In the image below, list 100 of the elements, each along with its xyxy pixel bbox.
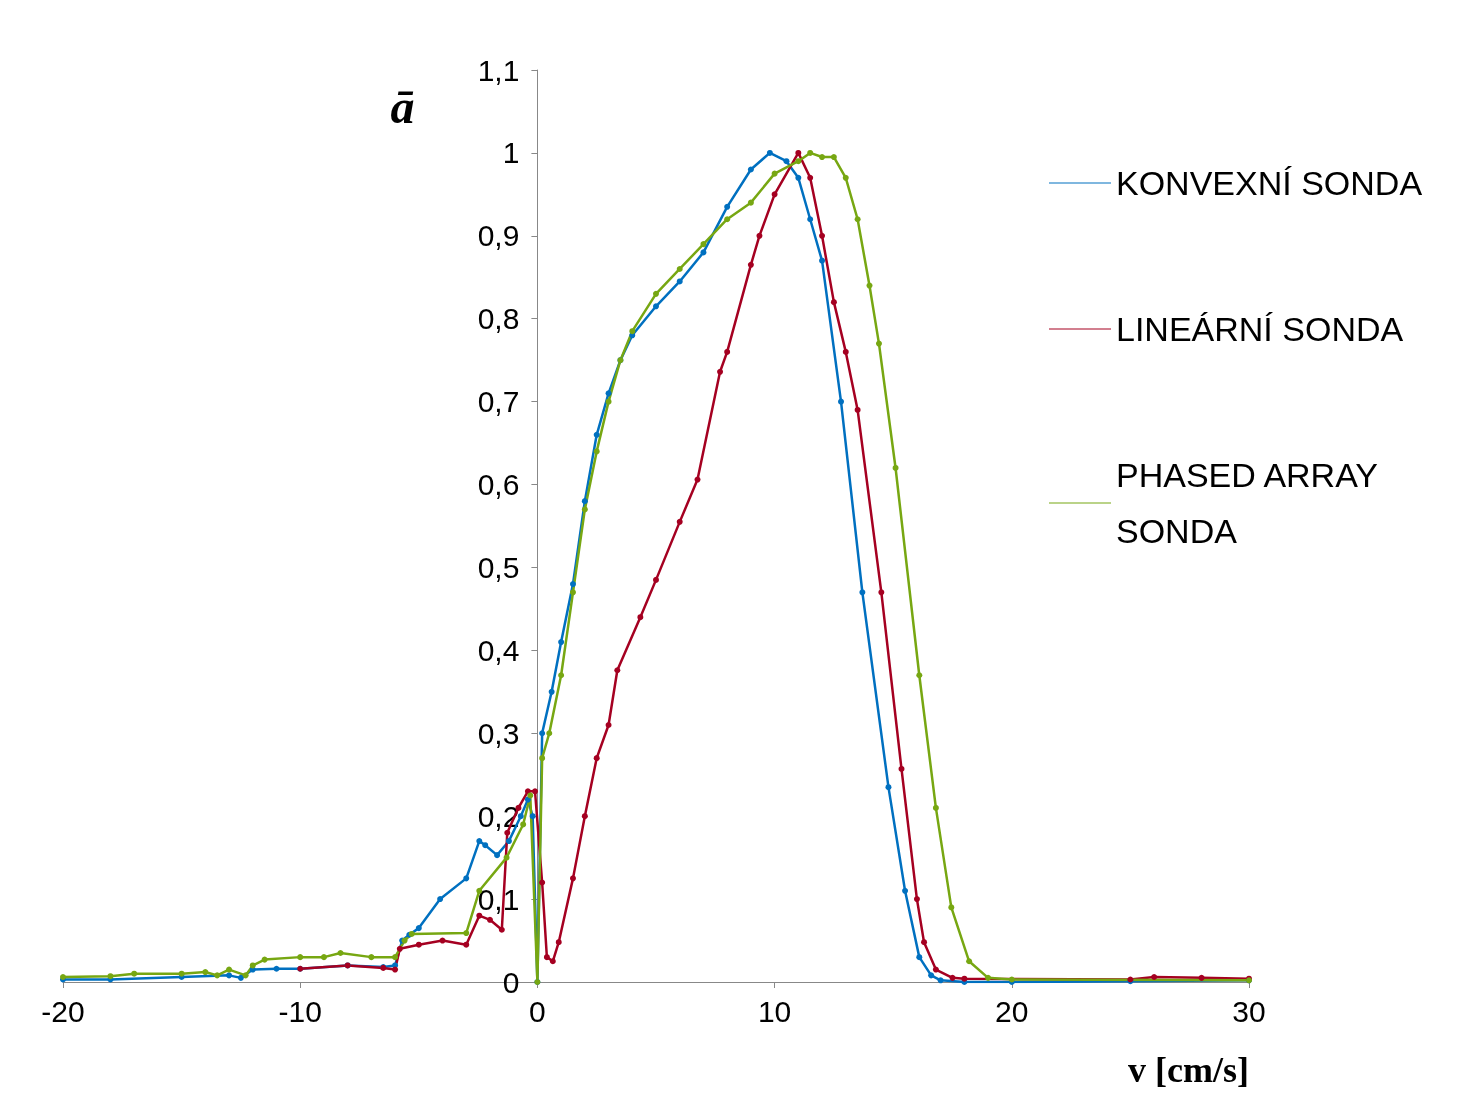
point <box>819 232 826 239</box>
y-tick-label: 1 <box>502 136 520 170</box>
point <box>949 974 956 981</box>
point <box>795 149 802 156</box>
point <box>937 977 944 984</box>
point <box>795 174 802 181</box>
point <box>676 278 683 285</box>
point <box>766 149 773 156</box>
legend-label: LINEÁRNÍ SONDA <box>1116 310 1404 348</box>
point <box>878 589 885 596</box>
point <box>249 962 256 969</box>
point <box>486 916 493 923</box>
point <box>581 498 588 505</box>
point <box>932 966 939 973</box>
point <box>819 154 826 161</box>
y-tick-label: 0,7 <box>477 385 520 419</box>
point <box>392 954 399 961</box>
point <box>237 974 244 981</box>
point <box>838 398 845 405</box>
point <box>337 949 344 956</box>
point <box>807 149 814 156</box>
y-tick-label: 0,3 <box>477 716 520 750</box>
point <box>569 589 576 596</box>
point <box>756 232 763 239</box>
y-axis-title: ā <box>390 79 415 133</box>
x-axis-title: v [cm/s] <box>1128 1050 1249 1090</box>
point <box>892 464 899 471</box>
x-tick-label: 10 <box>757 994 792 1028</box>
point <box>505 838 512 845</box>
point <box>569 875 576 882</box>
point <box>539 730 546 737</box>
y-tick-label: 0,8 <box>477 302 520 336</box>
point <box>226 966 233 973</box>
point <box>747 261 754 268</box>
point <box>614 667 621 674</box>
point <box>439 937 446 944</box>
point <box>415 941 422 948</box>
point <box>605 390 612 397</box>
x-tick-label: -20 <box>41 994 85 1028</box>
point <box>543 954 550 961</box>
point <box>795 158 802 165</box>
point <box>902 887 909 894</box>
point <box>605 398 612 405</box>
point <box>520 821 527 828</box>
legend-label: PHASED ARRAY SONDA <box>1116 456 1387 550</box>
point <box>593 448 600 455</box>
point <box>482 842 489 849</box>
point <box>503 854 510 861</box>
point <box>392 966 399 973</box>
point <box>783 158 790 165</box>
point <box>830 299 837 306</box>
point <box>463 875 470 882</box>
point <box>913 896 920 903</box>
point <box>819 257 826 264</box>
point <box>700 249 707 256</box>
point <box>916 672 923 679</box>
point <box>842 174 849 181</box>
point <box>700 241 707 248</box>
point <box>368 954 375 961</box>
point <box>724 216 731 223</box>
point <box>694 476 701 483</box>
point <box>830 154 837 161</box>
point <box>859 589 866 596</box>
point <box>961 975 968 982</box>
point <box>494 852 501 859</box>
point <box>539 879 546 886</box>
point <box>581 506 588 513</box>
x-tick-label: 30 <box>1232 994 1266 1028</box>
point <box>898 765 905 772</box>
point <box>653 290 659 297</box>
point <box>555 939 562 946</box>
point <box>524 796 531 803</box>
point <box>131 970 138 977</box>
point <box>1151 974 1158 981</box>
point <box>273 965 280 972</box>
point <box>771 170 778 177</box>
point <box>916 954 923 961</box>
point <box>676 518 683 525</box>
point <box>724 203 731 210</box>
y-tick-label: 0,4 <box>477 633 520 667</box>
y-tick-label: 0 <box>502 965 520 999</box>
point <box>747 199 754 206</box>
point <box>539 755 546 762</box>
point <box>921 939 928 946</box>
point <box>569 581 576 588</box>
y-tick-label: 0,5 <box>477 550 520 584</box>
point <box>202 969 209 976</box>
point <box>320 954 327 961</box>
point <box>558 672 565 679</box>
point <box>178 970 185 977</box>
point <box>854 216 861 223</box>
point <box>842 348 849 355</box>
y-tick-label: 1,1 <box>477 53 520 87</box>
point <box>532 788 539 795</box>
point <box>866 282 873 289</box>
point <box>297 954 304 961</box>
point <box>593 755 600 762</box>
point <box>629 328 636 335</box>
point <box>724 348 731 355</box>
point <box>717 368 724 375</box>
